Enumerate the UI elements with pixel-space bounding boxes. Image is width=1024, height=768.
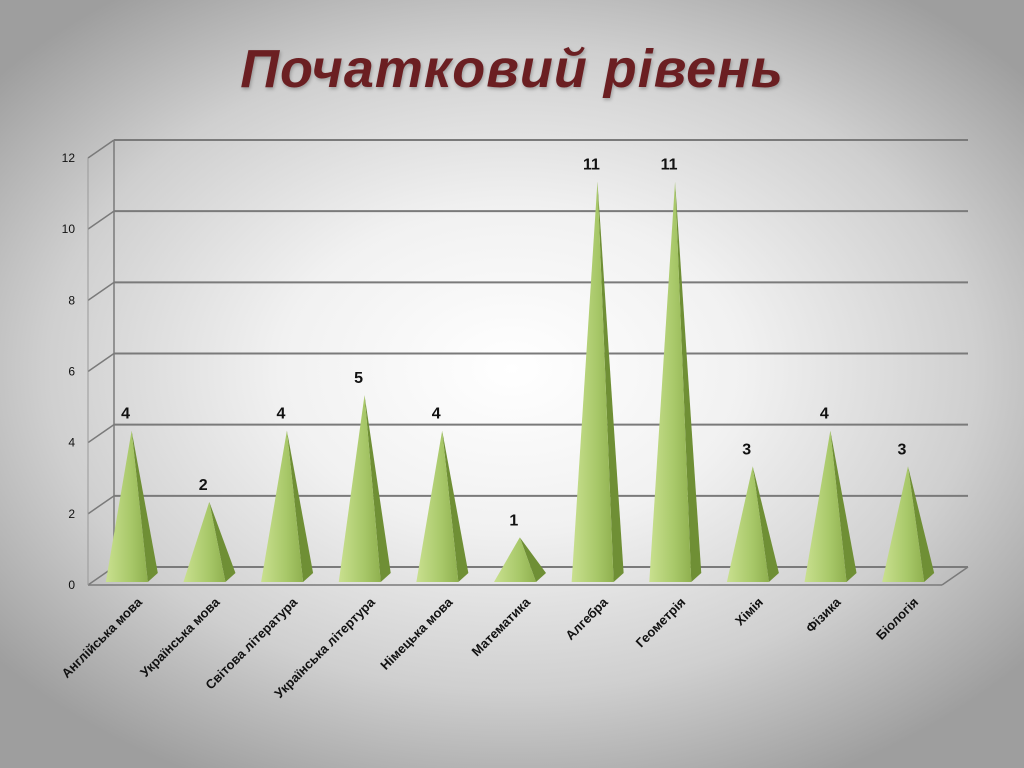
bar-side-face bbox=[597, 181, 624, 583]
y-tick-label: 6 bbox=[68, 365, 75, 379]
data-label: 5 bbox=[354, 370, 363, 387]
bar-front-face bbox=[882, 466, 925, 582]
slide-title: Початковий рівень bbox=[240, 39, 784, 99]
category-label: Англійська мова bbox=[59, 594, 146, 681]
bar-0 bbox=[105, 430, 158, 582]
category-label: Алгебра bbox=[562, 594, 611, 643]
bar-2 bbox=[261, 430, 314, 582]
category-label: Українська мова bbox=[137, 594, 223, 680]
data-label: 4 bbox=[820, 406, 829, 423]
bar-front-face bbox=[416, 430, 459, 582]
bar-front-face bbox=[649, 181, 692, 583]
bar-4 bbox=[416, 430, 469, 582]
bar-3 bbox=[338, 395, 391, 582]
bar-front-face bbox=[494, 537, 536, 582]
y-tick-label: 0 bbox=[68, 578, 75, 592]
bar-9 bbox=[804, 430, 857, 582]
bar-front-face bbox=[571, 181, 614, 583]
bar-5 bbox=[494, 537, 546, 582]
gridline-diagonal bbox=[87, 210, 115, 230]
data-label: 3 bbox=[742, 441, 751, 458]
axis-layer: 0 2 4 6 8 10 12 bbox=[62, 151, 89, 592]
data-label: 1 bbox=[509, 512, 518, 529]
grid-layer bbox=[87, 139, 969, 586]
bar-8 bbox=[726, 466, 779, 582]
bar-front-face bbox=[804, 430, 847, 582]
bars-layer bbox=[105, 181, 935, 583]
data-label: 4 bbox=[276, 406, 285, 423]
data-label: 2 bbox=[199, 477, 208, 494]
y-tick-label: 10 bbox=[62, 222, 76, 236]
category-label: Фізика bbox=[803, 594, 844, 635]
bar-6 bbox=[571, 181, 624, 583]
gridline-diagonal bbox=[87, 495, 115, 515]
bar-10 bbox=[882, 466, 935, 582]
data-label: 3 bbox=[898, 441, 907, 458]
bar-side-face bbox=[209, 501, 236, 582]
bar-front-face bbox=[105, 430, 148, 582]
gridline-diagonal bbox=[87, 281, 115, 301]
data-label: 4 bbox=[121, 406, 130, 423]
y-tick-label: 4 bbox=[68, 436, 75, 450]
category-label: Біологія bbox=[873, 595, 921, 643]
bar-side-face bbox=[830, 430, 857, 582]
gridline-diagonal bbox=[87, 424, 115, 444]
bar-side-face bbox=[364, 395, 391, 582]
bar-front-face bbox=[183, 501, 226, 582]
y-tick-label: 2 bbox=[68, 507, 75, 521]
category-label: Математика bbox=[468, 594, 533, 659]
bar-1 bbox=[183, 501, 236, 582]
y-tick-label: 12 bbox=[62, 151, 76, 165]
bar-side-face bbox=[519, 537, 546, 582]
bar-front-face bbox=[261, 430, 304, 582]
bar-side-face bbox=[752, 466, 779, 582]
gridline-diagonal bbox=[87, 352, 115, 373]
data-label: 11 bbox=[661, 157, 678, 174]
category-label: Геометрія bbox=[633, 595, 689, 651]
data-label: 11 bbox=[583, 157, 600, 174]
y-tick-label: 8 bbox=[68, 293, 75, 307]
bar-side-face bbox=[131, 430, 158, 582]
bar-side-face bbox=[907, 466, 935, 582]
floor-right-edge bbox=[941, 566, 969, 586]
bar-side-face bbox=[442, 430, 469, 582]
bar-side-face bbox=[286, 430, 314, 582]
gridline-diagonal bbox=[87, 139, 115, 159]
bar-front-face bbox=[338, 395, 381, 582]
bar-7 bbox=[649, 181, 702, 583]
category-label: Німецька мова bbox=[377, 594, 456, 673]
bar-front-face bbox=[726, 466, 769, 582]
bar-side-face bbox=[675, 181, 702, 583]
category-label: Хімія bbox=[732, 595, 766, 629]
data-label: 4 bbox=[432, 406, 441, 423]
